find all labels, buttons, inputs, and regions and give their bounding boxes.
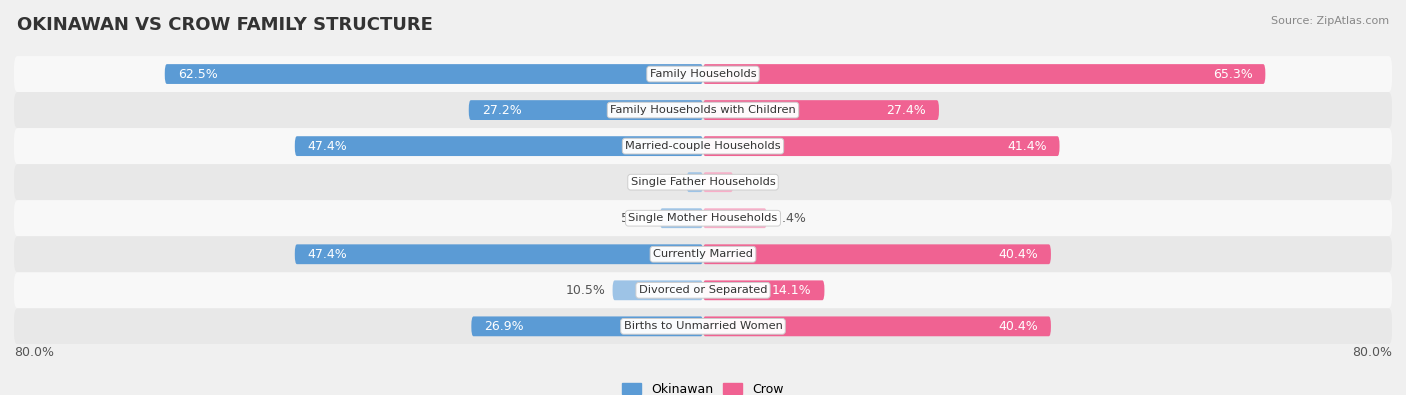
FancyBboxPatch shape <box>14 308 1392 344</box>
Text: OKINAWAN VS CROW FAMILY STRUCTURE: OKINAWAN VS CROW FAMILY STRUCTURE <box>17 16 433 34</box>
FancyBboxPatch shape <box>295 136 703 156</box>
FancyBboxPatch shape <box>14 56 1392 92</box>
FancyBboxPatch shape <box>468 100 703 120</box>
Text: 5.0%: 5.0% <box>621 212 652 225</box>
Text: Source: ZipAtlas.com: Source: ZipAtlas.com <box>1271 16 1389 26</box>
FancyBboxPatch shape <box>295 245 703 264</box>
Text: 14.1%: 14.1% <box>772 284 811 297</box>
Text: Family Households: Family Households <box>650 69 756 79</box>
Text: 3.5%: 3.5% <box>740 176 772 189</box>
FancyBboxPatch shape <box>14 128 1392 164</box>
FancyBboxPatch shape <box>703 100 939 120</box>
FancyBboxPatch shape <box>703 172 733 192</box>
Text: Married-couple Households: Married-couple Households <box>626 141 780 151</box>
Text: 26.9%: 26.9% <box>484 320 524 333</box>
Legend: Okinawan, Crow: Okinawan, Crow <box>617 378 789 395</box>
FancyBboxPatch shape <box>14 200 1392 236</box>
Text: 80.0%: 80.0% <box>1353 346 1392 359</box>
FancyBboxPatch shape <box>703 316 1050 336</box>
Text: 65.3%: 65.3% <box>1213 68 1253 81</box>
FancyBboxPatch shape <box>471 316 703 336</box>
FancyBboxPatch shape <box>165 64 703 84</box>
Text: Family Households with Children: Family Households with Children <box>610 105 796 115</box>
Text: Single Father Households: Single Father Households <box>631 177 775 187</box>
Text: 80.0%: 80.0% <box>14 346 53 359</box>
Text: 1.9%: 1.9% <box>648 176 679 189</box>
Text: 47.4%: 47.4% <box>308 248 347 261</box>
Text: Currently Married: Currently Married <box>652 249 754 259</box>
Text: 27.4%: 27.4% <box>886 103 927 117</box>
Text: Single Mother Households: Single Mother Households <box>628 213 778 223</box>
Text: 7.4%: 7.4% <box>773 212 806 225</box>
FancyBboxPatch shape <box>659 208 703 228</box>
FancyBboxPatch shape <box>703 208 766 228</box>
FancyBboxPatch shape <box>14 272 1392 308</box>
FancyBboxPatch shape <box>703 136 1060 156</box>
Text: 47.4%: 47.4% <box>308 139 347 152</box>
Text: Divorced or Separated: Divorced or Separated <box>638 285 768 295</box>
FancyBboxPatch shape <box>703 245 1050 264</box>
FancyBboxPatch shape <box>703 64 1265 84</box>
FancyBboxPatch shape <box>14 164 1392 200</box>
Text: 62.5%: 62.5% <box>177 68 218 81</box>
FancyBboxPatch shape <box>703 280 824 300</box>
Text: 41.4%: 41.4% <box>1007 139 1046 152</box>
FancyBboxPatch shape <box>686 172 703 192</box>
FancyBboxPatch shape <box>613 280 703 300</box>
Text: 40.4%: 40.4% <box>998 320 1038 333</box>
Text: 27.2%: 27.2% <box>482 103 522 117</box>
Text: 40.4%: 40.4% <box>998 248 1038 261</box>
FancyBboxPatch shape <box>14 92 1392 128</box>
Text: 10.5%: 10.5% <box>565 284 606 297</box>
FancyBboxPatch shape <box>14 236 1392 272</box>
Text: Births to Unmarried Women: Births to Unmarried Women <box>624 322 782 331</box>
